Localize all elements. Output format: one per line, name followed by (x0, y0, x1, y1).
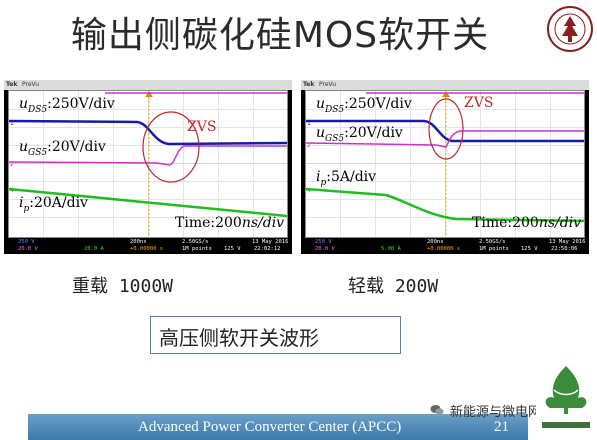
svg-text:4: 4 (10, 187, 14, 194)
vgs-label: uGS5:20V/div (19, 139, 106, 158)
caption-light-load: 轻载 200W (348, 276, 439, 297)
vds-label: uDS5:250V/div (316, 96, 412, 115)
date: 13 May 2016 (549, 239, 586, 245)
svg-text:1: 1 (307, 120, 311, 127)
clock: 22:02:12 (254, 246, 281, 252)
time-label: Time:200ns/div (472, 215, 582, 231)
ch1-setting: 250 V (315, 239, 332, 245)
trigger-marker (442, 91, 450, 97)
slide-title: 输出侧碳化硅MOS软开关 (70, 15, 490, 56)
university-emblem-logo (536, 360, 596, 438)
vgs-label: uGS5:20V/div (316, 125, 403, 144)
timebase: 200ns (427, 239, 444, 245)
svg-text:1: 1 (10, 120, 14, 127)
scope-right: Tek PreVu (301, 80, 589, 254)
zvs-label: ZVS (464, 95, 494, 111)
scope-left-footer: 250 V 20.0 V 20.0 A 200ns +0.00000 s 2.5… (4, 238, 292, 254)
ch3-setting: 20.0 A (84, 246, 104, 252)
scope-right-screen: 1 2 4 uDS5:250V/div uGS5:20V/div ip:5A/d… (305, 90, 585, 238)
subtitle-text: 高压侧软开关波形 (159, 326, 319, 350)
timebase: 200ns (130, 239, 147, 245)
page-number: 21 (494, 419, 509, 435)
ch2-setting: 20.0 V (315, 246, 335, 252)
ch2-setting: 20.0 V (18, 246, 38, 252)
ip-label: ip:5A/div (316, 169, 377, 188)
scope-left: Tek PreVu (4, 80, 292, 254)
scope-brand: Tek (303, 81, 315, 88)
scope-mode: PreVu (319, 81, 337, 88)
date: 13 May 2016 (252, 239, 289, 245)
scope-brand: Tek (6, 81, 18, 88)
vds-trace (9, 119, 287, 146)
vds-trace (306, 119, 584, 143)
vgs-trace (306, 130, 584, 148)
sample-rate: 2.50GS/s (479, 239, 506, 245)
vgs-trace (9, 145, 287, 166)
university-seal-logo (547, 6, 593, 52)
svg-text:4: 4 (307, 187, 311, 194)
zvs-ellipse (142, 111, 200, 183)
trigger-level: 125 V (521, 246, 538, 252)
wechat-icon (430, 405, 444, 415)
footer-bar: Advanced Power Converter Center (APCC) 2… (28, 414, 528, 440)
trigger-level: 125 V (224, 246, 241, 252)
record-length: 1M points (479, 246, 509, 252)
trigger-marker (145, 91, 153, 97)
time-label: Time:200ns/div (175, 215, 285, 231)
svg-text:2: 2 (10, 161, 14, 168)
scope-mode: PreVu (22, 81, 40, 88)
time-offset: +0.00000 s (130, 246, 164, 252)
scope-right-header: Tek PreVu (301, 80, 589, 90)
ip-label: ip:20A/div (19, 195, 88, 214)
footer-center-name: Advanced Power Converter Center (APCC) (138, 419, 402, 435)
svg-text:2: 2 (307, 142, 311, 149)
clock: 22:50:06 (551, 246, 578, 252)
scope-left-header: Tek PreVu (4, 80, 292, 90)
sample-rate: 2.50GS/s (182, 239, 209, 245)
ch1-setting: 250 V (18, 239, 35, 245)
scope-right-waveforms: 1 2 4 (306, 91, 584, 237)
vds-label: uDS5:250V/div (19, 96, 115, 115)
scope-left-waveforms: 1 2 4 (9, 91, 287, 237)
time-offset: +0.00000 s (427, 246, 461, 252)
zvs-ellipse (428, 98, 464, 160)
ch3-setting: 5.00 A (381, 246, 401, 252)
scope-left-screen: 1 2 4 uDS5:250V/div uGS5:20V/div ip:20A/… (8, 90, 288, 238)
zvs-label: ZVS (187, 119, 217, 135)
record-length: 1M points (182, 246, 212, 252)
ip-trace (306, 187, 584, 223)
ip-trace (9, 187, 287, 218)
subtitle-box: 高压侧软开关波形 (150, 316, 401, 354)
scope-right-footer: 250 V 20.0 V 5.00 A 200ns +0.00000 s 2.5… (301, 238, 589, 254)
caption-heavy-load: 重载 1000W (72, 276, 174, 297)
